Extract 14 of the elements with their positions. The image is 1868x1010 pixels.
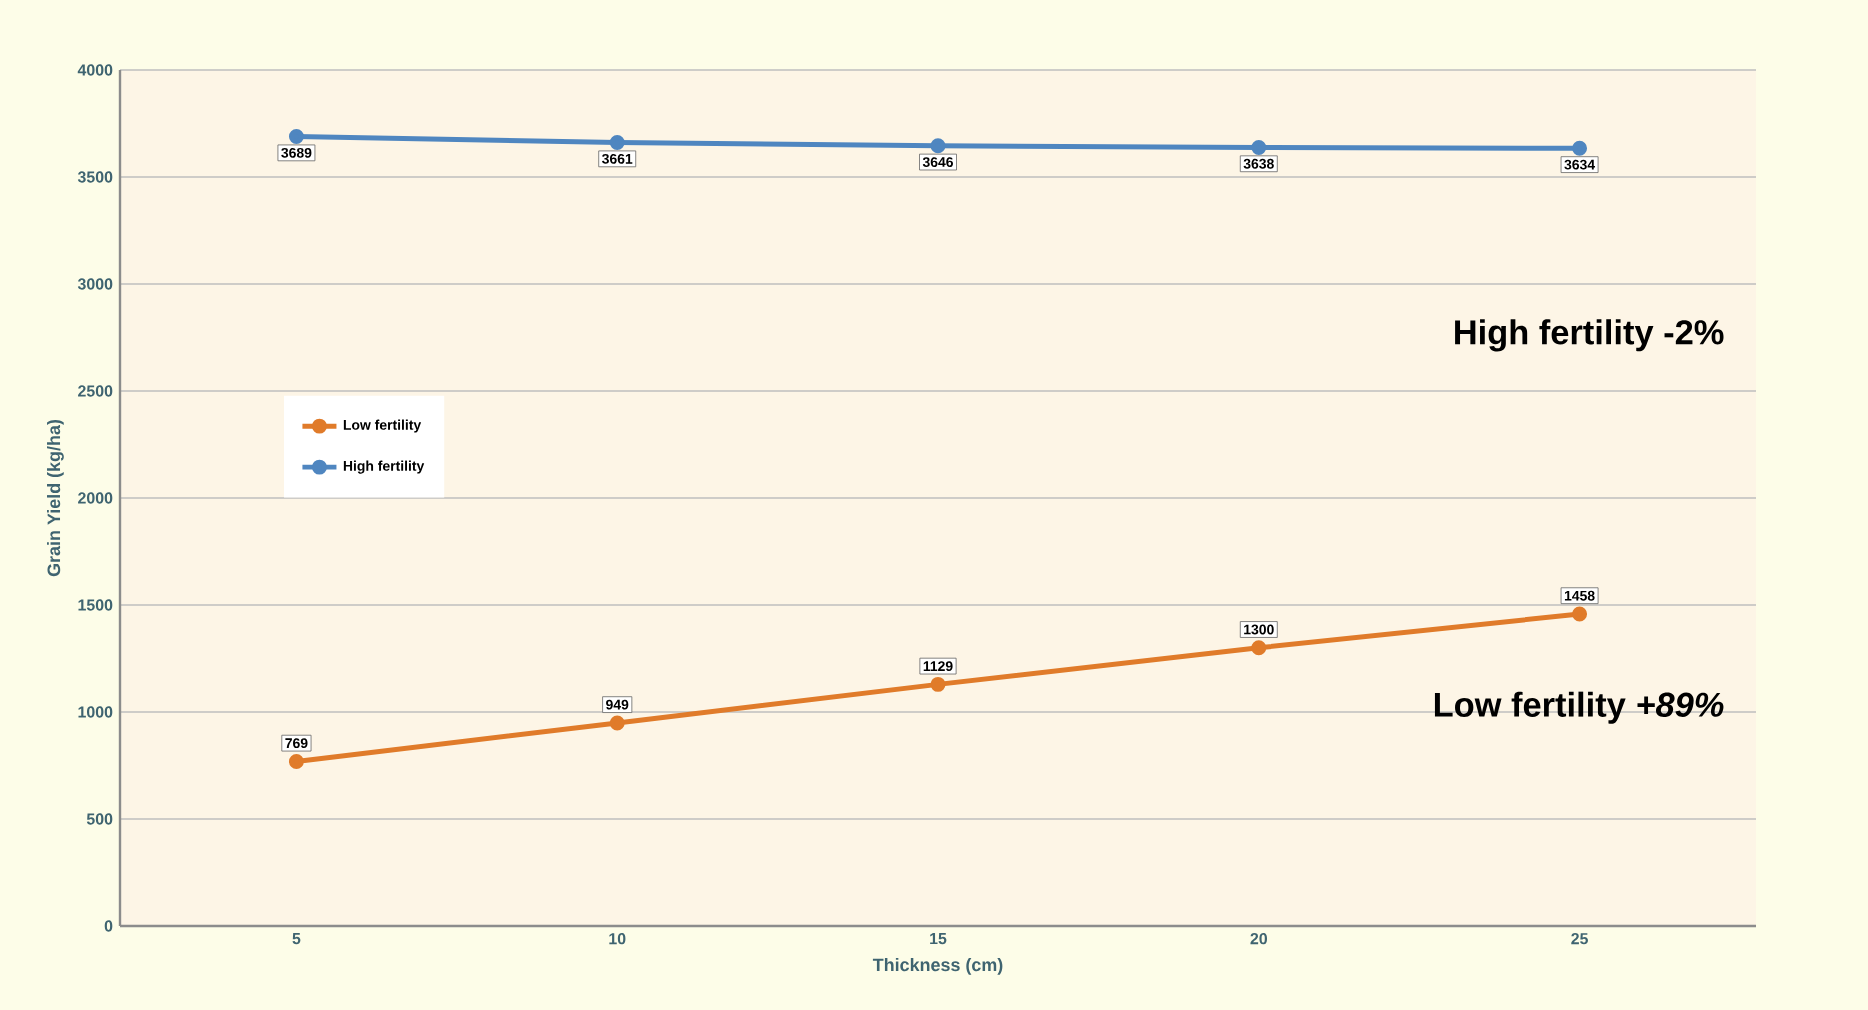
y-axis-title: Grain Yield (kg/ha): [47, 419, 64, 577]
point: [1251, 139, 1267, 155]
x-axis-title: Thickness (cm): [872, 958, 1003, 975]
point: [1251, 640, 1267, 656]
annotation: Low fertility +89%: [1434, 691, 1724, 724]
point: [609, 135, 625, 151]
point: [930, 676, 946, 692]
point: [1572, 606, 1588, 622]
point: [609, 715, 625, 731]
annotation: High fertility -2%: [1455, 319, 1724, 352]
point: [930, 138, 946, 154]
point: [288, 753, 304, 769]
point: [288, 129, 304, 145]
point: [1572, 140, 1588, 156]
